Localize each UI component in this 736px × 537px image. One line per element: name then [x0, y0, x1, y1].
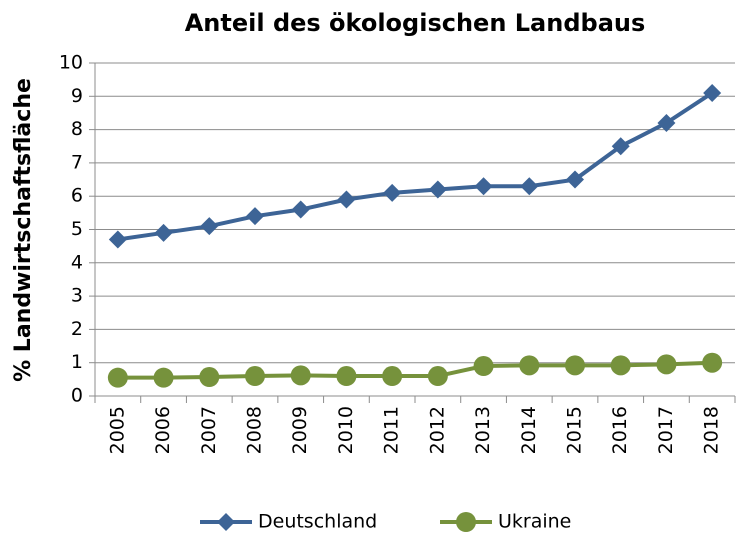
point	[382, 366, 403, 387]
x-tick-label: 2006	[152, 406, 174, 454]
x-tick-label: 2013	[472, 406, 494, 454]
y-tick-label: 0	[71, 385, 83, 407]
point	[657, 113, 676, 132]
point	[565, 355, 585, 376]
y-tick-label: 2	[71, 318, 83, 340]
x-tick-label: 2005	[106, 406, 128, 454]
x-tick-label: 2018	[701, 406, 723, 454]
point	[153, 367, 174, 388]
y-tick-label: 10	[59, 52, 83, 74]
line	[117, 91, 714, 242]
point	[519, 355, 540, 376]
point	[383, 183, 402, 202]
point	[520, 177, 539, 196]
point	[336, 366, 357, 387]
point	[246, 207, 264, 226]
point	[108, 230, 127, 249]
point	[154, 223, 173, 242]
point	[337, 190, 356, 209]
y-tick-label: 5	[71, 218, 83, 240]
x-tick-label: 2008	[244, 406, 266, 454]
point	[427, 366, 448, 387]
point	[703, 83, 722, 102]
y-tick-label: 6	[71, 185, 83, 207]
point	[200, 217, 219, 236]
y-tick-label: 1	[71, 351, 83, 373]
chart-title: Anteil des ökologischen Landbaus	[185, 9, 646, 37]
legend-label: Deutschland	[258, 511, 377, 533]
x-tick-label: 2014	[518, 406, 540, 454]
point	[656, 354, 677, 375]
legend-marker	[456, 512, 476, 532]
y-tick-label: 8	[71, 118, 83, 140]
point	[199, 367, 220, 388]
y-tick-label: 7	[71, 151, 83, 173]
point	[702, 352, 723, 373]
point	[107, 367, 128, 388]
x-tick-label: 2016	[609, 406, 631, 454]
y-tick-label: 4	[71, 251, 83, 273]
point	[474, 177, 493, 196]
y-tick-label: 9	[71, 85, 83, 107]
x-tick-label: 2007	[198, 406, 220, 454]
legend-marker	[217, 513, 235, 531]
x-tick-label: 2012	[426, 406, 448, 454]
point	[566, 170, 584, 189]
x-tick-label: 2015	[564, 406, 586, 454]
y-tick-label: 3	[71, 285, 83, 307]
x-tick-label: 2017	[655, 406, 677, 454]
y-axis-label: % Landwirtschaftsfläche	[11, 78, 36, 382]
point	[245, 366, 265, 387]
x-tick-label: 2011	[381, 406, 403, 454]
point	[291, 200, 310, 219]
point	[428, 180, 447, 199]
legend-label: Ukraine	[498, 511, 571, 533]
x-tick-label: 2010	[335, 406, 357, 454]
point	[611, 137, 630, 156]
point	[290, 365, 311, 386]
point	[473, 356, 494, 377]
x-tick-label: 2009	[289, 406, 311, 454]
point	[610, 355, 631, 376]
